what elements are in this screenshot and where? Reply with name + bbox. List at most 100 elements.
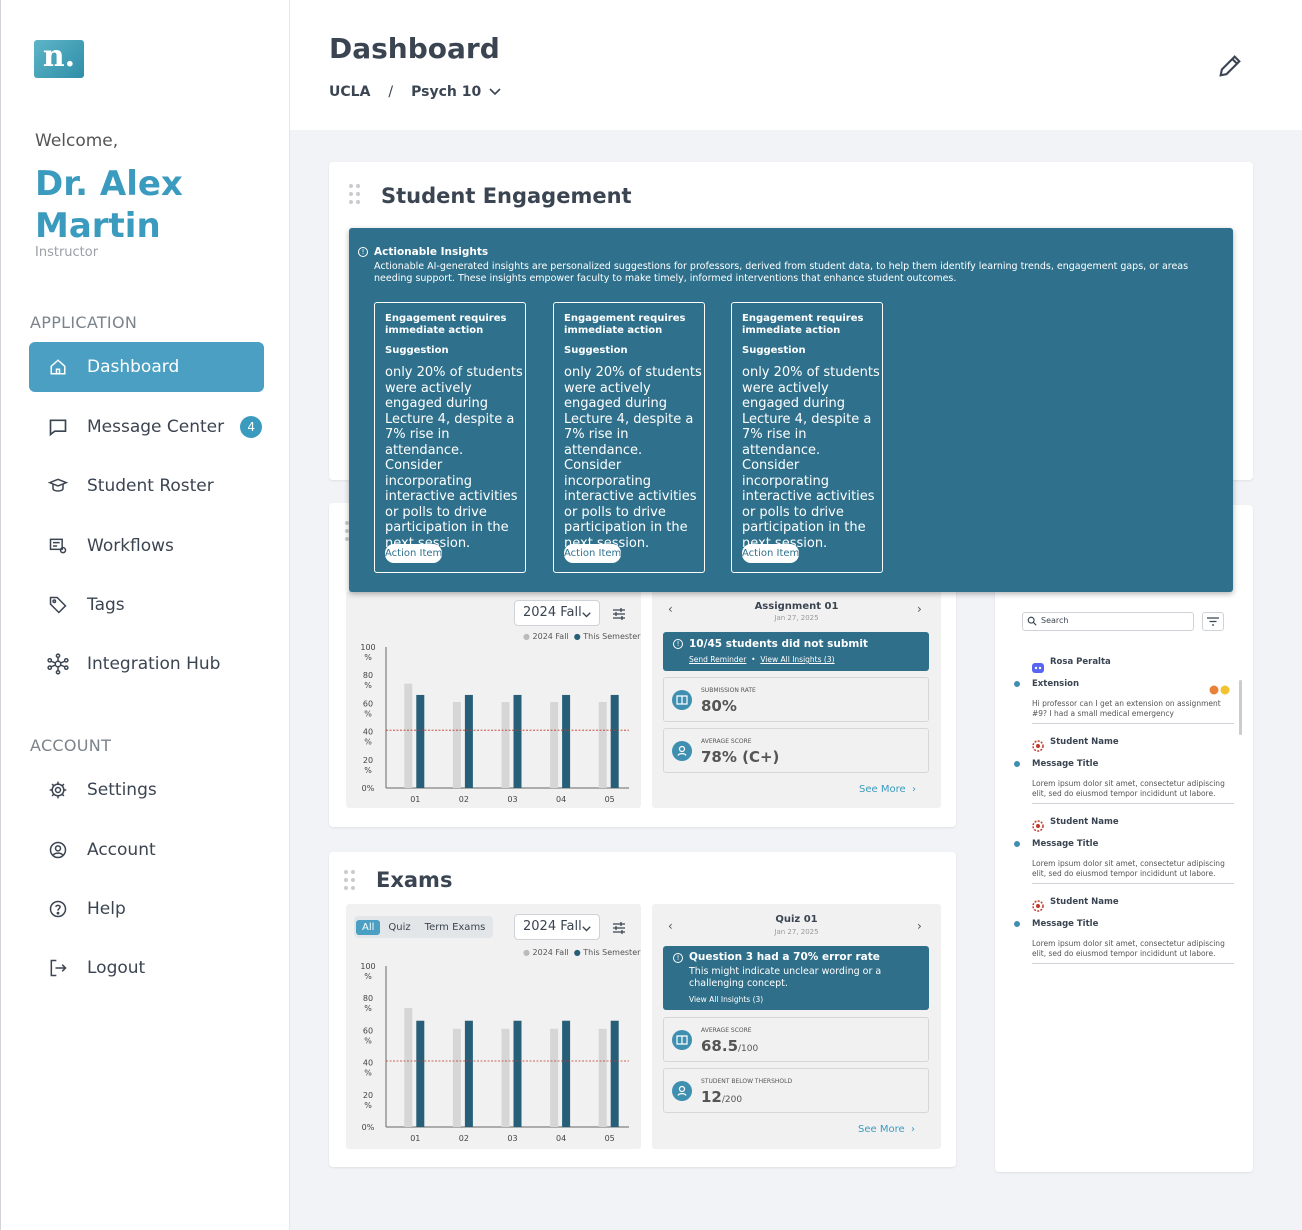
- x-tick-label: 02: [459, 795, 469, 804]
- divider: [1032, 883, 1234, 884]
- message-item[interactable]: Student Name Message Title Lorem ipsum d…: [1014, 737, 1234, 804]
- user-icon: [672, 741, 692, 761]
- chart-legend: ● 2024 Fall ● This Semester: [523, 632, 641, 641]
- drag-handle-icon[interactable]: [344, 870, 356, 890]
- x-tick-label: 02: [459, 1134, 469, 1143]
- message-item[interactable]: Rosa Peralta Extension Hi professor can …: [1014, 657, 1234, 724]
- message-item[interactable]: Student Name Message Title Lorem ipsum d…: [1014, 817, 1234, 884]
- page-title: Dashboard: [329, 32, 500, 65]
- sidebar-item-settings[interactable]: Settings: [29, 765, 264, 815]
- sidebar-item-help[interactable]: Help: [29, 884, 264, 934]
- semester-select[interactable]: 2024 Fall: [514, 600, 600, 626]
- below-threshold-metric: STUDENT BELOW THERSHOLD 12/200: [663, 1068, 929, 1113]
- status-dots: [1209, 680, 1231, 699]
- avatar-icon: [1032, 897, 1044, 916]
- exam-type-filter: All Quiz Term Exams: [354, 916, 494, 938]
- sidebar-item-workflows[interactable]: Workflows: [29, 521, 264, 571]
- top-bar: Dashboard UCLA / Psych 10: [290, 0, 1302, 130]
- edit-dashboard-button[interactable]: [1216, 52, 1244, 80]
- bar-current: [416, 1020, 425, 1127]
- y-tick-label: 40: [363, 1059, 373, 1068]
- see-more-link[interactable]: See More ›: [859, 784, 916, 795]
- legend-item: 2024 Fall: [532, 948, 569, 957]
- search-icon: [1027, 616, 1037, 628]
- quiz-insight-panel: ‹ › Quiz 01 Jan 27, 2025 ! Question 3 ha…: [652, 904, 941, 1149]
- insight-card: Engagement requires immediate action Sug…: [374, 302, 526, 573]
- chevron-left-icon[interactable]: ‹: [668, 602, 673, 616]
- suggestion-text: only 20% of students were actively engag…: [385, 365, 523, 551]
- filter-settings-icon[interactable]: [612, 920, 628, 934]
- application-section-label: APPLICATION: [30, 313, 138, 332]
- chevron-right-icon[interactable]: ›: [917, 602, 922, 616]
- y-tick-label: 20: [363, 756, 373, 765]
- sidebar-item-label: Dashboard: [87, 357, 180, 377]
- sidebar-item-account[interactable]: Account: [29, 825, 264, 875]
- filter-settings-icon[interactable]: [612, 606, 628, 620]
- bar-current: [562, 694, 571, 788]
- sidebar-item-message-center[interactable]: Message Center 4: [29, 402, 264, 452]
- sidebar: n. Welcome, Dr. Alex Martin Instructor A…: [0, 0, 290, 1230]
- assignment-date: Jan 27, 2025: [774, 614, 819, 622]
- sidebar-item-integration-hub[interactable]: Integration Hub: [29, 639, 264, 689]
- bar-previous: [501, 701, 510, 788]
- sidebar-item-label: Help: [87, 899, 126, 919]
- y-tick-unit: %: [364, 766, 372, 775]
- search-placeholder: Search: [1041, 616, 1069, 625]
- message-item[interactable]: Student Name Message Title Lorem ipsum d…: [1014, 897, 1234, 964]
- y-tick-label: 80: [363, 671, 373, 680]
- info-icon: !: [673, 639, 683, 649]
- message-sender: Student Name: [1050, 817, 1119, 827]
- sidebar-item-label: Workflows: [87, 536, 174, 556]
- suggestion-text: only 20% of students were actively engag…: [742, 365, 880, 551]
- bar-current: [416, 694, 425, 788]
- action-items-button[interactable]: Action Items: [564, 544, 621, 563]
- logout-icon: [47, 957, 69, 979]
- insight-card: Engagement requires immediate action Sug…: [553, 302, 705, 573]
- messages-card: Search Rosa Peralta Extension Hi profess…: [995, 505, 1253, 1172]
- scrollbar[interactable]: [1239, 680, 1242, 735]
- y-tick-label: 80: [363, 994, 373, 1003]
- bar-current: [464, 1020, 473, 1127]
- quiz-title: Quiz 01: [775, 914, 818, 925]
- filter-button[interactable]: [1202, 612, 1224, 631]
- action-items-button[interactable]: Action Items: [385, 544, 442, 563]
- tag-icon: [47, 594, 69, 616]
- drag-handle-icon[interactable]: [349, 184, 361, 204]
- chevron-down-icon: [582, 921, 591, 936]
- action-items-button[interactable]: Action Items: [742, 544, 799, 563]
- filter-term-exams[interactable]: Term Exams: [424, 921, 486, 933]
- sidebar-item-label: Account: [87, 840, 156, 860]
- gear-icon: [47, 779, 69, 801]
- sidebar-item-logout[interactable]: Logout: [29, 943, 264, 993]
- y-tick-label: 20: [363, 1091, 373, 1100]
- view-all-insights-link[interactable]: View All Insights (3): [689, 995, 764, 1004]
- message-preview: Lorem ipsum dolor sit amet, consectetur …: [1032, 779, 1225, 798]
- y-tick-label: 40: [363, 728, 373, 737]
- sidebar-item-tags[interactable]: Tags: [29, 580, 264, 630]
- y-tick-unit: %: [364, 972, 372, 981]
- breadcrumb-institution[interactable]: UCLA: [329, 84, 371, 100]
- filter-all[interactable]: All: [356, 919, 381, 935]
- suggestion-label: Suggestion: [385, 345, 449, 356]
- chevron-left-icon[interactable]: ‹: [668, 919, 673, 933]
- alert-links: Send Reminder • View All Insights (3): [689, 655, 835, 664]
- chevron-right-icon[interactable]: ›: [917, 919, 922, 933]
- quiz-alert: ! Question 3 had a 70% error rate This m…: [663, 946, 929, 1010]
- y-tick-label: 60: [363, 699, 373, 708]
- sidebar-item-dashboard[interactable]: Dashboard: [29, 342, 264, 392]
- assignment-chart-panel: 2024 Fall ● 2024 Fall ● This Semester 10…: [346, 591, 641, 808]
- search-input[interactable]: Search: [1022, 612, 1194, 631]
- semester-select[interactable]: 2024 Fall: [514, 914, 600, 940]
- send-reminder-link[interactable]: Send Reminder: [689, 655, 747, 664]
- filter-quiz[interactable]: Quiz: [388, 921, 411, 933]
- course-selector[interactable]: Psych 10: [411, 84, 482, 100]
- logo[interactable]: n.: [34, 40, 84, 78]
- book-icon: [672, 690, 692, 710]
- chevron-down-icon[interactable]: [489, 88, 501, 96]
- sidebar-item-student-roster[interactable]: Student Roster: [29, 461, 264, 511]
- view-all-insights-link[interactable]: View All Insights (3): [760, 655, 835, 664]
- average-score-metric: AVERAGE SCORE 78% (C+): [663, 728, 929, 773]
- y-tick-label: 100: [360, 962, 375, 971]
- see-more-link[interactable]: See More ›: [858, 1124, 915, 1135]
- message-preview: Hi professor can I get an extension on a…: [1032, 699, 1221, 718]
